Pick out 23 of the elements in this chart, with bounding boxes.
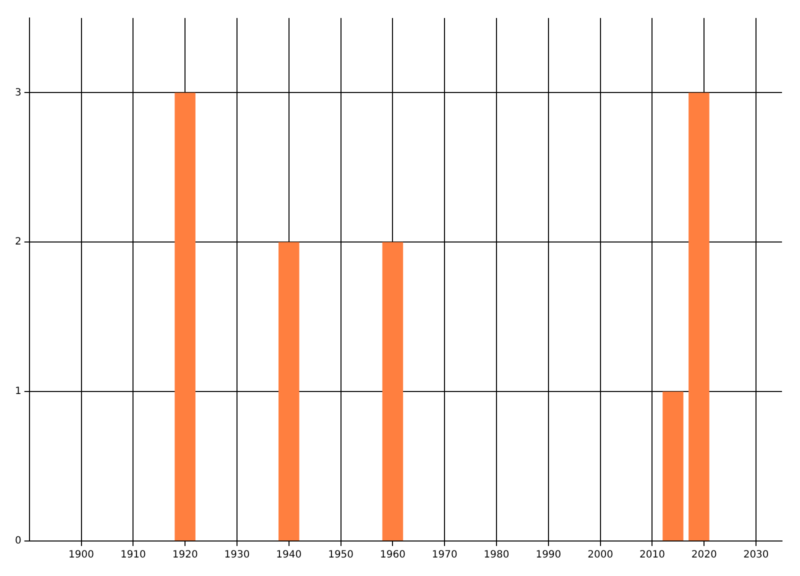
y-tick-label: 0 [14,536,22,547]
bar [662,392,684,540]
x-tick-label: 1960 [380,550,406,561]
x-tick-label: 1910 [120,550,146,561]
x-tick-label: 1940 [276,550,302,561]
x-tick-label: 1970 [432,550,458,561]
x-tick-label: 1920 [172,550,198,561]
y-tick-label: 3 [14,87,22,98]
x-tick-label: 1930 [224,550,250,561]
bar [278,242,300,540]
bar [174,92,196,540]
x-tick-label: 2000 [588,550,614,561]
x-tick-label: 1950 [328,550,354,561]
bar [688,92,710,540]
y-tick-label: 2 [14,236,22,248]
x-tick-label: 2030 [743,550,769,561]
x-tick-label: 1990 [536,550,562,561]
x-tick-label: 2020 [691,550,717,561]
bar [382,242,404,540]
x-tick-label: 1980 [484,550,510,561]
x-tick-label: 2010 [640,550,665,561]
x-tick-label: 1900 [68,550,94,561]
y-tick-label: 1 [14,386,22,398]
